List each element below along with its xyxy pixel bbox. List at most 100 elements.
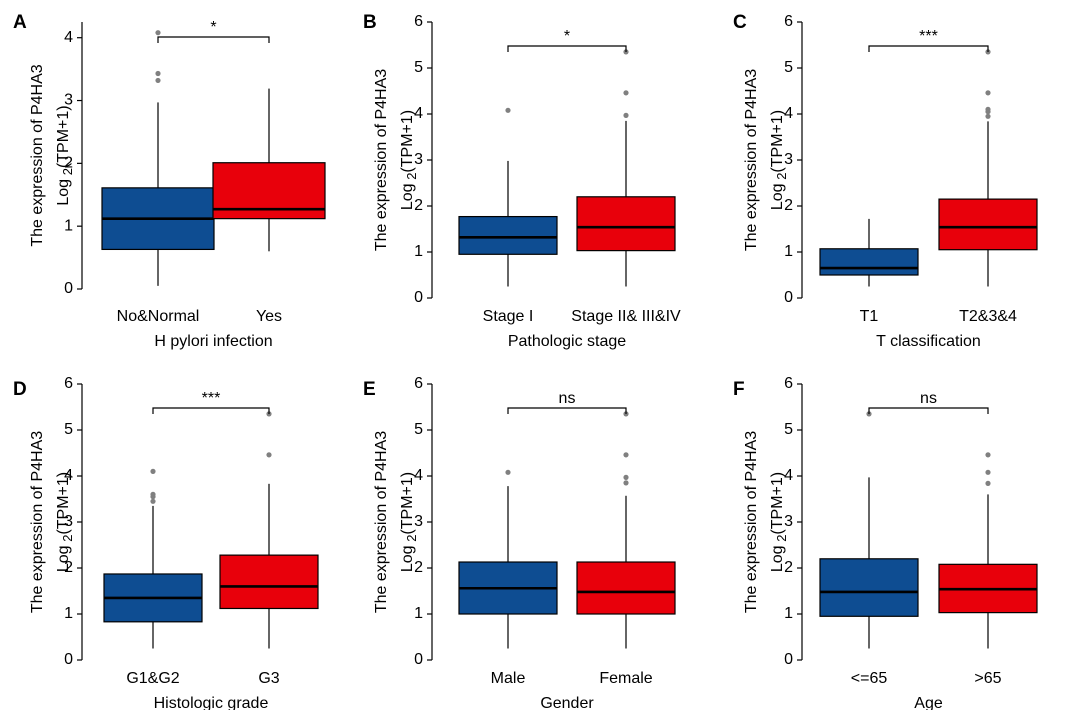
outlier-point <box>985 90 991 96</box>
panel-label: E <box>363 379 376 400</box>
box-group-2 <box>212 88 326 252</box>
panel-label: B <box>363 12 377 33</box>
y-axis: 0 1 2 3 4 <box>64 22 83 297</box>
y-tick-label: 0 <box>414 289 423 306</box>
y-axis-title-line1: The expression of P4HA3 <box>373 431 390 613</box>
x-axis-title: Pathologic stage <box>508 333 626 350</box>
y-axis-title: The expression of P4HA3 Log 2(TPM+1) <box>743 431 789 613</box>
y-axis: 0 1 2 3 4 5 6 <box>414 375 433 668</box>
y-tick-label: 5 <box>64 421 73 438</box>
bracket-line <box>507 45 627 52</box>
x-tick-label: No&Normal <box>117 308 200 325</box>
panel-label: A <box>13 12 27 33</box>
significance-bracket: ns <box>507 390 627 414</box>
y-tick-label: 1 <box>784 243 793 260</box>
y-axis-title-line1: The expression of P4HA3 <box>29 431 46 613</box>
box <box>819 558 919 617</box>
y-tick-label: 2 <box>784 197 793 214</box>
y-tick-label: 6 <box>784 13 793 30</box>
outlier-point <box>505 107 511 113</box>
significance-label: *** <box>919 28 938 45</box>
significance-bracket: ns <box>868 390 989 414</box>
x-tick-label: T1 <box>860 308 879 325</box>
y-axis-title-rest: (TPM+1) <box>55 472 72 535</box>
y-axis-title-log: Log <box>399 545 416 572</box>
y-axis-title-line1: The expression of P4HA3 <box>743 69 760 251</box>
x-tick-label: Stage I <box>483 308 534 325</box>
y-tick-label: 3 <box>784 513 793 530</box>
x-tick-label: G1&G2 <box>126 670 179 687</box>
significance-label: * <box>210 19 216 36</box>
y-tick-label: 2 <box>414 197 423 214</box>
y-tick-label: 1 <box>414 605 423 622</box>
outlier-point <box>623 112 629 118</box>
y-axis-title-line2: Log 2(TPM+1) <box>55 105 75 205</box>
y-tick-label: 0 <box>64 651 73 668</box>
y-tick-label: 3 <box>414 151 423 168</box>
box <box>458 215 558 255</box>
outlier-point <box>150 498 156 504</box>
box-group-1 <box>819 218 919 287</box>
x-tick-label: >65 <box>974 670 1001 687</box>
box-group-2 <box>219 411 319 649</box>
bracket-line <box>507 407 627 414</box>
significance-bracket: * <box>507 28 627 52</box>
y-tick-label: 1 <box>64 217 73 234</box>
y-tick-label: 1 <box>64 605 73 622</box>
x-axis-title: Age <box>914 695 943 710</box>
x-axis-title: Histologic grade <box>154 695 269 710</box>
y-tick-label: 3 <box>64 513 73 530</box>
box-group-2 <box>576 411 676 649</box>
y-axis-title-subscript: 2 <box>774 173 789 184</box>
y-axis-title: The expression of P4HA3 Log 2(TPM+1) <box>373 431 419 613</box>
y-axis-title: The expression of P4HA3 Log 2(TPM+1) <box>373 69 419 251</box>
x-tick-label: G3 <box>258 670 279 687</box>
y-tick-label: 4 <box>784 105 793 122</box>
y-tick-label: 4 <box>784 467 793 484</box>
y-axis-title-line1: The expression of P4HA3 <box>373 69 390 251</box>
y-axis: 0 1 2 3 4 5 6 <box>414 13 433 306</box>
x-axis-title: T classification <box>876 333 981 350</box>
y-tick-label: 4 <box>414 105 423 122</box>
y-axis-title-rest: (TPM+1) <box>399 110 416 173</box>
y-axis-title-log: Log <box>55 545 72 572</box>
y-axis-title-subscript: 2 <box>60 168 75 179</box>
y-axis-title-line2: Log 2(TPM+1) <box>55 472 75 572</box>
y-tick-label: 3 <box>414 513 423 530</box>
outlier-point <box>266 452 272 458</box>
y-tick-label: 5 <box>414 59 423 76</box>
y-tick-label: 3 <box>784 151 793 168</box>
panel-label: F <box>733 379 745 400</box>
outlier-point <box>985 480 991 486</box>
significance-bracket: *** <box>152 390 270 414</box>
y-axis: 0 1 2 3 4 5 6 <box>784 375 803 668</box>
outlier-point <box>505 469 511 475</box>
y-axis-title-subscript: 2 <box>404 173 419 184</box>
x-tick-label: Yes <box>256 308 282 325</box>
box-group-1 <box>819 411 919 649</box>
y-tick-label: 6 <box>784 375 793 392</box>
y-axis-title-line2: Log 2(TPM+1) <box>769 110 789 210</box>
box <box>576 196 676 252</box>
y-axis-title-line2: Log 2(TPM+1) <box>769 472 789 572</box>
box-group-2 <box>938 452 1038 649</box>
significance-label: ns <box>559 390 576 407</box>
y-tick-label: 4 <box>64 29 73 46</box>
y-tick-label: 0 <box>784 651 793 668</box>
outlier-point <box>623 474 629 480</box>
y-axis: 0 1 2 3 4 5 6 <box>784 13 803 306</box>
y-axis-title-line2: Log 2(TPM+1) <box>399 472 419 572</box>
x-tick-label: T2&3&4 <box>959 308 1017 325</box>
box <box>219 554 319 610</box>
significance-label: * <box>564 28 570 45</box>
y-tick-label: 2 <box>64 155 73 172</box>
y-axis-title-rest: (TPM+1) <box>769 110 786 173</box>
y-tick-label: 6 <box>64 375 73 392</box>
bracket-line <box>157 36 270 43</box>
y-tick-label: 6 <box>414 375 423 392</box>
box <box>576 561 676 615</box>
y-axis-title-subscript: 2 <box>60 535 75 546</box>
panel-label: D <box>13 379 27 400</box>
